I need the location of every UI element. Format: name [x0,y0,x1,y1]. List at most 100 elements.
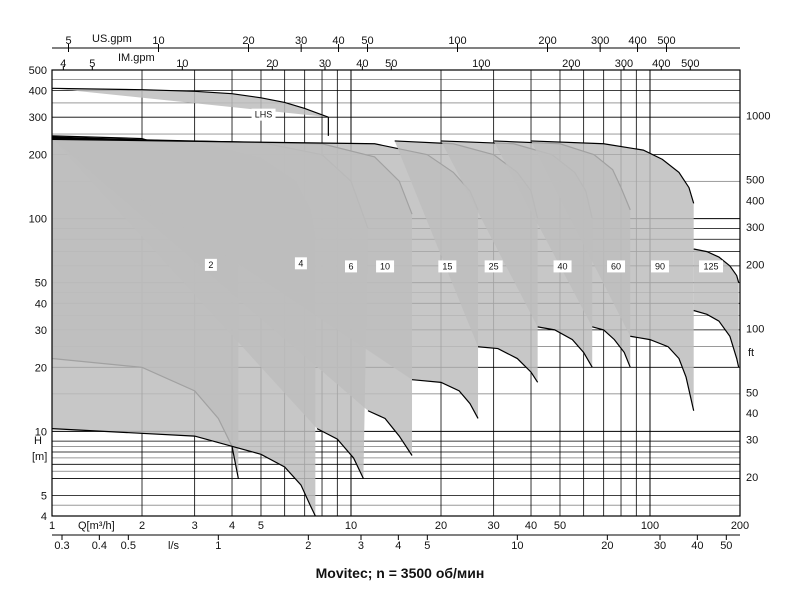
y-axis-unit: [m] [32,451,47,463]
series-area-125 [693,249,739,368]
head-m-axis: 4 5 10 20 30 40 50 100 200 300 400 500 [29,65,47,523]
im-gpm-tick-label: 30 [319,58,331,70]
series-label-25: 25 [489,261,499,271]
series-label-bg [376,260,395,273]
ls-tick-label: 5 [424,540,430,552]
x-tick-label: 40 [525,520,537,532]
series-label-bg [699,260,724,273]
ls-tick-label: 0.4 [92,540,107,552]
x-tick-label: 200 [731,520,749,532]
x-tick-label: 5 [258,520,264,532]
us-gpm-tick-label: 40 [332,35,344,47]
series-label-40: 40 [558,261,568,271]
im-gpm-tick-label: 400 [652,58,670,70]
y2-tick-label: 30 [746,435,758,447]
series-area-LHS [52,88,329,136]
y2-tick-label: 100 [746,323,764,335]
y2-axis-title: ft [748,347,754,359]
y-tick-label: 300 [29,112,47,124]
us-gpm-tick-label: 5 [65,35,71,47]
ls-tick-label: 40 [691,540,703,552]
x-tick-label: 30 [488,520,500,532]
im-gpm-axis: 4 5 10 20 30 40 50 100 200 300 400 500 [60,58,699,70]
y-tick-label: 4 [41,511,47,523]
im-gpm-tick-label: 50 [385,58,397,70]
im-gpm-tick-label: 200 [562,58,580,70]
ls-tick-label: 30 [654,540,666,552]
series-label-6: 6 [348,261,353,271]
y-tick-label: 200 [29,150,47,162]
y-axis-title: H [34,435,42,447]
us-gpm-axis: 5 10 20 30 40 50 100 200 300 400 500 [52,35,740,52]
series-bottom-curve-40 [537,326,593,368]
us-gpm-tick-label: 300 [591,35,609,47]
x-tick-label: 4 [229,520,235,532]
us-gpm-tick-label: 50 [361,35,373,47]
series-label-10: 10 [380,261,390,271]
x-tick-label: 3 [192,520,198,532]
flow-m3h-axis: 1 2 3 4 5 10 20 30 40 50 100 200 [49,520,749,536]
plot-frame [51,69,741,517]
y2-tick-label: 1000 [746,111,770,123]
pump-series-areas [51,87,740,517]
series-bottom-curve-10 [367,410,413,456]
y2-tick-label: 40 [746,408,758,420]
series-top-curve-90 [530,140,695,204]
y-tick-label: 50 [35,278,47,290]
us-gpm-tick-label: 400 [628,35,646,47]
y-tick-label: 10 [35,426,47,438]
x-tick-label: 20 [435,520,447,532]
im-gpm-tick-label: 100 [472,58,490,70]
y-tick-label: 400 [29,86,47,98]
series-label-bg [204,258,217,271]
us-gpm-tick-label: 100 [448,35,466,47]
y-tick-label: 100 [29,214,47,226]
series-label-125: 125 [704,261,719,271]
series-bottom-curve-4 [51,428,316,517]
ls-tick-label: 0.5 [121,540,136,552]
us-gpm-label: US.gpm [92,33,132,45]
series-bottom-curve-6 [316,428,364,479]
im-gpm-label: IM.gpm [118,52,155,64]
us-gpm-tick-label: 200 [538,35,556,47]
y2-tick-label: 300 [746,222,764,234]
im-gpm-tick-label: 20 [266,58,278,70]
series-area-15 [52,139,479,419]
series-label-bg [553,260,572,273]
x-tick-label: 2 [139,520,145,532]
y2-tick-label: 500 [746,175,764,187]
y2-tick-label: 400 [746,195,764,207]
series-label-60: 60 [611,261,621,271]
y2-tick-label: 200 [746,259,764,271]
x2-axis-title: l/s [168,540,180,552]
im-gpm-tick-label: 5 [89,58,95,70]
y-tick-label: 20 [35,362,47,374]
y-tick-label: 40 [35,298,47,310]
series-bottom-curve-15 [411,379,479,419]
series-label-bg [607,260,626,273]
series-bottom-curve-60 [592,326,631,368]
ls-tick-label: 10 [511,540,523,552]
ls-tick-label: 4 [395,540,401,552]
series-bottom-curve-90 [630,335,695,411]
series-label-bg [344,260,357,273]
series-bottom-curve-25 [477,346,539,383]
series-label-15: 15 [442,261,452,271]
series-label-bg [251,108,276,121]
series-bottom-curve-125 [693,309,740,368]
pump-series-labels: LHS 2 4 6 10 15 25 40 60 90 125 [204,108,724,273]
series-label-bg [438,260,457,273]
y2-tick-label: 20 [746,472,758,484]
series-label-bg [484,260,503,273]
series-label-90: 90 [655,261,665,271]
y-tick-label: 5 [41,490,47,502]
series-label-bg [650,260,669,273]
us-gpm-tick-label: 20 [242,35,254,47]
x-axis-title: Q[m³/h] [78,520,115,532]
ls-tick-label: 2 [305,540,311,552]
im-gpm-tick-label: 10 [176,58,188,70]
y-tick-label: 500 [29,65,47,77]
us-gpm-tick-label: 30 [295,35,307,47]
im-gpm-tick-label: 40 [356,58,368,70]
